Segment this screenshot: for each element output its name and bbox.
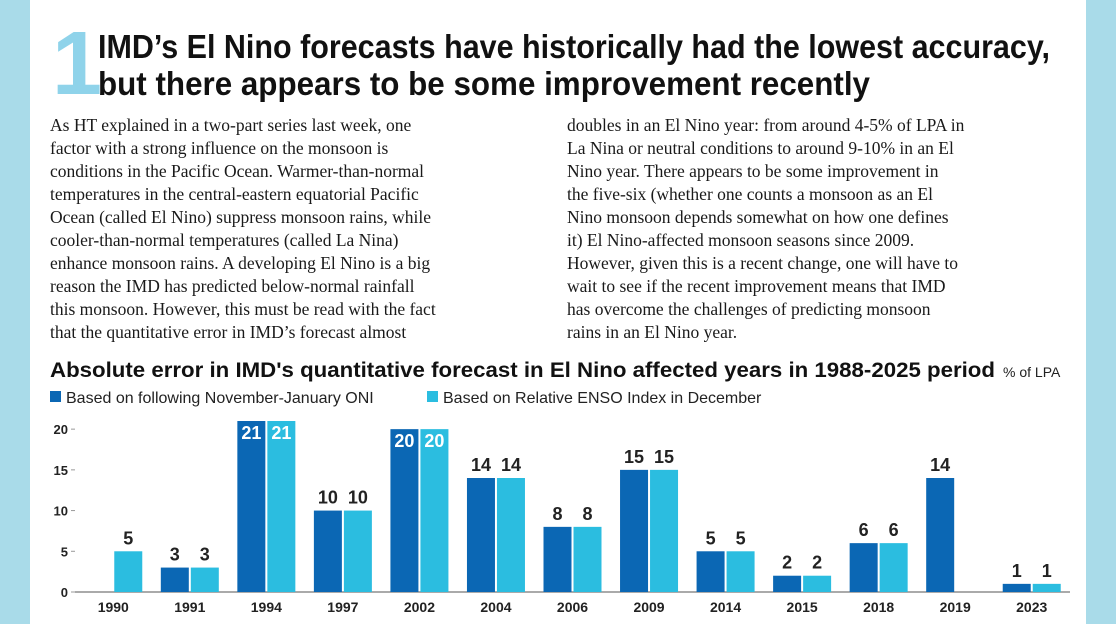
- article-line: reason the IMD has predicted below-norma…: [50, 276, 415, 296]
- article-line: conditions in the Pacific Ocean. Warmer-…: [50, 161, 424, 181]
- article-line: La Nina or neutral conditions to around …: [567, 138, 954, 158]
- title: IMD’s El Nino forecasts have historicall…: [98, 28, 1050, 65]
- bar: [313, 510, 342, 592]
- bar: [496, 478, 525, 592]
- article-line: wait to see if the recent improvement me…: [567, 276, 946, 296]
- value-label: 5: [706, 528, 716, 548]
- value-label: 5: [736, 528, 746, 548]
- article-line: temperatures in the central-eastern equa…: [50, 184, 419, 204]
- value-label: 21: [271, 423, 291, 443]
- article-line: that the quantitative error in IMD’s for…: [50, 322, 406, 342]
- article-line: However, given this is a recent change, …: [567, 253, 958, 273]
- article-line: Nino monsoon depends somewhat on how one…: [567, 207, 949, 227]
- article-line: Nino year. There appears to be some impr…: [567, 161, 939, 181]
- bar: [926, 478, 955, 592]
- y-tick-label: 0: [61, 585, 68, 600]
- value-label: 15: [654, 447, 674, 467]
- article-line: rains in an El Nino year.: [567, 322, 737, 342]
- x-tick-label: 1994: [251, 599, 282, 615]
- article-line: it) El Nino-affected monsoon seasons sin…: [567, 230, 914, 250]
- bar: [267, 421, 296, 592]
- value-label: 10: [348, 488, 368, 508]
- y-tick-label: 20: [54, 422, 68, 437]
- value-label: 20: [394, 431, 414, 451]
- value-label: 2: [812, 553, 822, 573]
- article-line: the five-six (whether one counts a monso…: [567, 184, 933, 204]
- unit-label: % of LPA: [1003, 364, 1061, 380]
- value-label: 14: [501, 455, 521, 475]
- bar: [620, 469, 649, 592]
- legend-label: Based on Relative ENSO Index in December: [443, 390, 762, 407]
- value-label: 2: [782, 553, 792, 573]
- bar: [543, 526, 572, 592]
- article-line: enhance monsoon rains. A developing El N…: [50, 253, 430, 273]
- value-label: 5: [123, 528, 133, 548]
- x-tick-label: 2014: [710, 599, 741, 615]
- y-tick-label: 15: [54, 463, 68, 478]
- bar: [773, 575, 802, 592]
- legend-swatch: [427, 391, 438, 402]
- bar: [1032, 583, 1061, 592]
- y-tick-label: 10: [54, 504, 68, 519]
- value-label: 8: [582, 504, 592, 524]
- x-tick-label: 2018: [863, 599, 894, 615]
- bar: [343, 510, 372, 592]
- legend-swatch: [50, 391, 61, 402]
- bar: [650, 469, 679, 592]
- x-tick-label: 1991: [174, 599, 205, 615]
- x-tick-label: 2023: [1016, 599, 1047, 615]
- article-line: factor with a strong influence on the mo…: [50, 138, 388, 158]
- bar: [1002, 583, 1031, 592]
- x-tick-label: 2006: [557, 599, 588, 615]
- value-label: 8: [552, 504, 562, 524]
- section-number: 1: [52, 14, 102, 114]
- x-tick-label: 2009: [633, 599, 664, 615]
- article-line: As HT explained in a two-part series las…: [50, 115, 411, 135]
- bar: [696, 551, 725, 592]
- value-label: 20: [424, 431, 444, 451]
- value-label: 14: [471, 455, 491, 475]
- bar: [803, 575, 832, 592]
- article-line: Ocean (called El Nino) suppress monsoon …: [50, 207, 431, 227]
- x-tick-label: 2002: [404, 599, 435, 615]
- bar: [160, 567, 189, 592]
- bar: [726, 551, 755, 592]
- value-label: 6: [859, 520, 869, 540]
- article-line: doubles in an El Nino year: from around …: [567, 115, 965, 135]
- bar: [849, 543, 878, 592]
- bar: [390, 429, 419, 592]
- bar: [466, 478, 495, 592]
- bar: [879, 543, 908, 592]
- value-label: 15: [624, 447, 644, 467]
- article-line: this monsoon. However, this must be read…: [50, 299, 436, 319]
- value-label: 1: [1042, 561, 1052, 581]
- bar: [190, 567, 219, 592]
- legend-label: Based on following November-January ONI: [66, 390, 374, 407]
- value-label: 14: [930, 455, 950, 475]
- y-tick-label: 5: [61, 544, 68, 559]
- value-label: 3: [200, 545, 210, 565]
- title: but there appears to be some improvement…: [98, 65, 871, 102]
- x-tick-label: 2004: [480, 599, 511, 615]
- x-tick-label: 2019: [940, 599, 971, 615]
- value-label: 10: [318, 488, 338, 508]
- value-label: 3: [170, 545, 180, 565]
- bar: [573, 526, 602, 592]
- value-label: 21: [241, 423, 261, 443]
- article-line: cooler-than-normal temperatures (called …: [50, 230, 399, 250]
- bar: [237, 421, 266, 592]
- x-tick-label: 2015: [787, 599, 818, 615]
- article-line: has overcome the challenges of predictin…: [567, 299, 931, 319]
- x-tick-label: 1997: [327, 599, 358, 615]
- chart-title: Absolute error in IMD's quantitative for…: [50, 359, 995, 382]
- x-tick-label: 1990: [98, 599, 129, 615]
- bar: [420, 429, 449, 592]
- bar: [114, 551, 143, 592]
- panel: [30, 0, 1086, 624]
- value-label: 6: [889, 520, 899, 540]
- value-label: 1: [1012, 561, 1022, 581]
